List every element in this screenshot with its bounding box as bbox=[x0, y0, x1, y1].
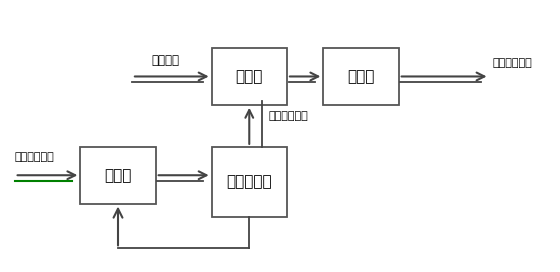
Text: 混频器: 混频器 bbox=[236, 69, 263, 84]
Bar bbox=[323, 48, 399, 105]
Text: 参考时钟信号: 参考时钟信号 bbox=[15, 152, 54, 162]
Text: 射频载波信号: 射频载波信号 bbox=[268, 111, 308, 121]
Bar bbox=[80, 147, 156, 204]
Bar bbox=[212, 147, 287, 217]
Bar bbox=[212, 48, 287, 105]
Text: 锁相环: 锁相环 bbox=[104, 168, 132, 183]
Text: 基带信号: 基带信号 bbox=[152, 54, 180, 67]
Text: 射频调制信号: 射频调制信号 bbox=[492, 58, 532, 68]
Text: 滤波器: 滤波器 bbox=[347, 69, 375, 84]
Text: 压控振荡器: 压控振荡器 bbox=[226, 175, 272, 190]
